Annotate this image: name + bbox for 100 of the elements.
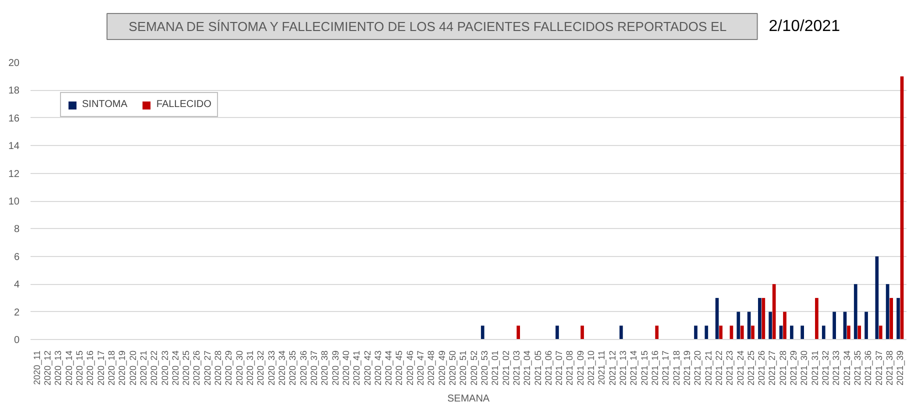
x-tick-label: 2020_52 xyxy=(468,350,479,386)
bar xyxy=(694,326,698,340)
x-tick-label: 2020_18 xyxy=(106,350,116,386)
x-tick-label: 2020_14 xyxy=(64,350,74,386)
x-tick-label: 2021_08 xyxy=(564,350,575,386)
x-tick-label: 2021_38 xyxy=(884,350,894,386)
bar xyxy=(480,326,484,340)
x-tick-label: 2020_23 xyxy=(160,350,170,386)
bar xyxy=(556,326,559,340)
x-tick-label: 2021_24 xyxy=(735,350,746,386)
y-tick-label: 14 xyxy=(8,141,20,152)
bar xyxy=(854,284,858,340)
bar xyxy=(822,326,826,340)
bar xyxy=(800,326,804,340)
x-tick-label: 2021_04 xyxy=(522,350,532,386)
x-tick-label: 2021_30 xyxy=(799,350,810,386)
x-tick-label: 2020_17 xyxy=(96,350,106,386)
text: 2/10/2021 xyxy=(768,18,840,35)
bar xyxy=(516,326,520,340)
x-tick-label: 2021_06 xyxy=(543,350,554,386)
bar xyxy=(886,284,890,340)
x-tick-label: 2021_02 xyxy=(500,350,511,386)
x-tick-label: 2020_32 xyxy=(256,350,266,386)
x-tick-label: 2020_26 xyxy=(192,350,202,386)
bar xyxy=(655,326,659,340)
x-tick-label: 2020_12 xyxy=(42,350,53,386)
x-tick-label: 2021_23 xyxy=(724,350,735,386)
x-tick-label: 2020_20 xyxy=(128,350,138,386)
x-tick-label: 2020_25 xyxy=(181,350,192,386)
x-tick-label: 2021_12 xyxy=(607,350,618,386)
bar xyxy=(751,326,754,340)
bar xyxy=(878,326,882,340)
x-tick-label: 2021_34 xyxy=(842,350,852,386)
y-tick-label: 18 xyxy=(8,86,20,97)
x-tick-label: 2021_16 xyxy=(650,350,660,386)
bar xyxy=(768,312,772,340)
bar xyxy=(832,312,836,340)
x-tick-label: 2020_35 xyxy=(288,350,298,386)
bar xyxy=(740,326,744,340)
x-tick-label: 2021_29 xyxy=(788,350,799,386)
x-tick-label: 2020_27 xyxy=(202,350,212,386)
x-tick-label: 2021_39 xyxy=(895,350,906,386)
x-tick-label: 2020_13 xyxy=(53,350,64,386)
y-tick-label: 10 xyxy=(8,196,20,208)
bar xyxy=(704,326,708,340)
chart-title: SEMANA DE SÍNTOMA Y FALLECIMIENTO DE LOS 44 PACIENTES FALLECIDOS REPORTADOS EL xyxy=(128,19,727,34)
x-tick-label: 2021_21 xyxy=(703,350,714,386)
x-tick-label: 2020_37 xyxy=(308,350,319,386)
y-tick-label: 12 xyxy=(8,168,20,180)
x-tick-label: 2020_45 xyxy=(394,350,404,386)
bar xyxy=(736,312,740,340)
x-tick-label: 2020_22 xyxy=(149,350,160,386)
bar xyxy=(719,326,722,340)
x-tick-label: 2021_07 xyxy=(554,350,564,386)
x-tick-label: 2020_16 xyxy=(85,350,96,386)
x-tick-label: 2020_43 xyxy=(372,350,383,386)
x-tick-label: 2020_38 xyxy=(320,350,330,386)
x-tick-label: 2021_25 xyxy=(746,350,756,386)
y-tick-label: 0 xyxy=(14,335,20,346)
x-tick-label: 2020_31 xyxy=(245,350,256,386)
x-tick-label: 2021_14 xyxy=(628,350,639,386)
bar xyxy=(783,312,786,340)
x-tick-label: 2021_01 xyxy=(490,350,500,386)
x-axis-title: SEMANA xyxy=(447,394,490,405)
x-tick-label: 2020_15 xyxy=(74,350,85,386)
y-tick-label: 6 xyxy=(14,252,20,263)
x-tick-label: 2020_39 xyxy=(330,350,340,386)
x-tick-label: 2021_31 xyxy=(810,350,820,386)
y-tick-label: 8 xyxy=(14,224,20,236)
bar xyxy=(864,312,868,340)
x-tick-label: 2021_18 xyxy=(671,350,682,386)
x-tick-label: 2020_28 xyxy=(213,350,224,386)
bar xyxy=(896,298,900,340)
x-tick-label: 2021_13 xyxy=(618,350,628,386)
x-tick-label: 2020_42 xyxy=(362,350,372,386)
x-tick-label: 2020_41 xyxy=(352,350,362,386)
x-tick-label: 2021_17 xyxy=(660,350,671,386)
bar xyxy=(790,326,794,340)
x-tick-label: 2021_22 xyxy=(714,350,724,386)
x-tick-label: 2020_11 xyxy=(32,350,42,385)
y-tick-label: 4 xyxy=(14,280,20,291)
bar xyxy=(580,326,584,340)
x-tick-label: 2021_35 xyxy=(852,350,862,386)
x-tick-label: 2020_44 xyxy=(384,350,394,386)
x-tick-label: 2020_47 xyxy=(416,350,426,386)
x-tick-label: 2021_11 xyxy=(596,350,607,385)
x-tick-label: 2021_05 xyxy=(532,350,543,386)
x-tick-label: 2020_36 xyxy=(298,350,308,386)
bar xyxy=(772,284,776,340)
x-tick-label: 2020_46 xyxy=(404,350,415,386)
bar xyxy=(847,326,850,340)
x-tick-label: 2020_24 xyxy=(170,350,180,386)
x-tick-label: 2021_37 xyxy=(874,350,884,386)
x-tick-label: 2021_32 xyxy=(820,350,831,386)
bar xyxy=(619,326,623,340)
x-tick-label: 2020_34 xyxy=(277,350,288,386)
bar xyxy=(875,256,879,340)
x-tick-label: 2021_03 xyxy=(511,350,522,386)
bar xyxy=(858,326,862,340)
x-tick-label: 2021_10 xyxy=(586,350,596,386)
